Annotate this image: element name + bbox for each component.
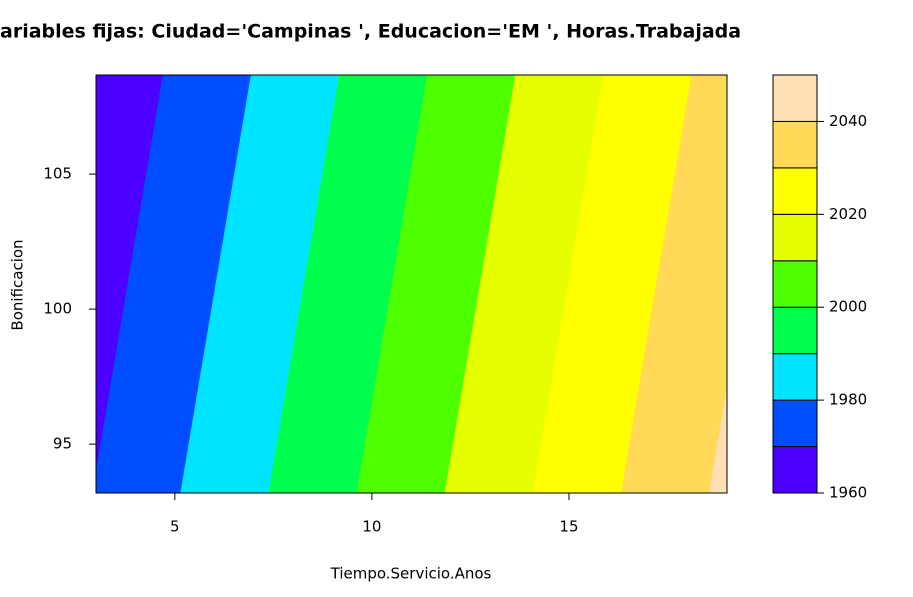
colorbar-swatch xyxy=(772,213,818,262)
colorbar-swatch xyxy=(772,353,818,401)
y-tick-label: 105 xyxy=(43,165,72,183)
colorbar-swatch xyxy=(772,446,818,494)
colorbar-tick-label: 1960 xyxy=(829,484,867,502)
colorbar-tick-label: 1980 xyxy=(829,391,867,409)
x-axis-label: Tiempo.Servicio.Anos xyxy=(330,565,492,583)
x-tick-label: 10 xyxy=(362,518,381,536)
colorbar-swatch xyxy=(772,306,818,355)
colorbar-swatch xyxy=(772,120,818,169)
y-axis-label: Bonificacion xyxy=(9,239,27,330)
colorbar-tick-label: 2040 xyxy=(829,112,867,130)
x-tick-label: 15 xyxy=(559,518,578,536)
y-tick-label: 95 xyxy=(53,435,72,453)
colorbar-swatch xyxy=(772,167,818,215)
colorbar-swatch xyxy=(772,74,818,122)
x-tick-label: 5 xyxy=(170,518,180,536)
colorbar-tick-label: 2000 xyxy=(829,298,867,316)
colorbar-swatch xyxy=(772,260,818,308)
plot-frame xyxy=(95,74,728,494)
colorbar-swatch xyxy=(772,399,818,448)
colorbar-tick-label: 2020 xyxy=(829,205,867,223)
chart-title: ariables fijas: Ciudad='Campinas ', Educ… xyxy=(0,21,741,43)
y-tick-label: 100 xyxy=(43,300,72,318)
